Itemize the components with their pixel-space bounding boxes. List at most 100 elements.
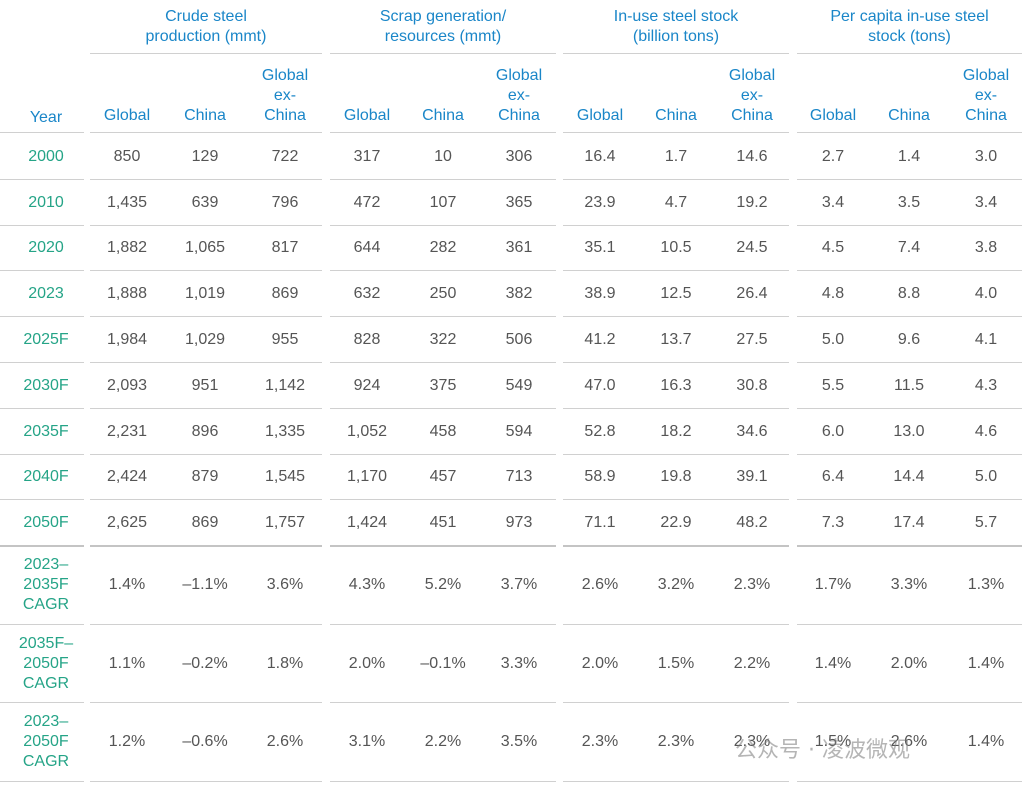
row-rule [797, 316, 1022, 317]
cell: 317 [353, 147, 381, 165]
cell: 1,029 [184, 331, 226, 349]
row-label: 2040F [23, 468, 69, 486]
cell: 796 [271, 193, 299, 211]
row-rule [0, 225, 84, 226]
row-rule [90, 545, 322, 547]
cell: 2.6% [581, 576, 619, 594]
row-label: 2023– 2050F CAGR [22, 713, 70, 771]
cell: 11.5 [894, 376, 924, 394]
cell: 107 [429, 193, 457, 211]
row-rule [0, 499, 84, 500]
cell: 16.3 [660, 376, 692, 394]
cell: 1.4% [814, 654, 852, 672]
cell: 955 [271, 331, 299, 349]
cell: –0.1% [420, 654, 466, 672]
group-header: In-use steel stock (billion tons) [613, 8, 739, 45]
cell: –0.6% [182, 733, 228, 751]
cell: 34.6 [736, 422, 768, 440]
cell: 3.2% [657, 576, 695, 594]
row-rule [797, 454, 1022, 455]
cell: 5.0 [974, 468, 998, 486]
column-header: China [422, 107, 464, 124]
cell: 1.8% [266, 654, 304, 672]
cell: 1,335 [264, 422, 306, 440]
row-rule [90, 454, 322, 455]
cell: 47.0 [584, 376, 616, 394]
cell: 4.0 [974, 285, 998, 303]
cell: 850 [113, 147, 141, 165]
watermark: 公众号 · 凌波微观 [735, 738, 910, 763]
row-label: 2020 [28, 239, 64, 257]
row-label: 2010 [28, 193, 64, 211]
cell: 14.6 [736, 147, 768, 165]
row-rule [563, 270, 789, 271]
row-rule [563, 702, 789, 703]
cell: 19.2 [736, 193, 768, 211]
cell: 549 [505, 376, 533, 394]
cell: 5.0 [821, 331, 845, 349]
cell: 879 [191, 468, 219, 486]
cell: 17.4 [893, 514, 925, 532]
cell: 52.8 [584, 422, 616, 440]
cell: 39.1 [736, 468, 768, 486]
column-header: Global [343, 107, 391, 124]
cell: 41.2 [584, 331, 616, 349]
row-rule [0, 545, 84, 547]
cell: 644 [353, 239, 381, 257]
cell: 1.2% [108, 733, 146, 751]
cell: –0.2% [182, 654, 228, 672]
cell: 951 [191, 376, 219, 394]
row-label: 2030F [23, 376, 69, 394]
cell: 10.5 [660, 239, 692, 257]
cell: 4.6 [974, 422, 998, 440]
cell: 1.4 [897, 147, 921, 165]
cell: 3.5 [897, 193, 921, 211]
row-rule [330, 408, 556, 409]
row-rule [563, 624, 789, 625]
row-rule [90, 179, 322, 180]
cell: 2.3% [657, 733, 695, 751]
cell: 35.1 [584, 239, 616, 257]
cell: 22.9 [660, 514, 692, 532]
cell: 632 [353, 285, 381, 303]
row-rule [90, 408, 322, 409]
cell: 26.4 [736, 285, 768, 303]
row-rule [563, 454, 789, 455]
cell: 4.3% [348, 576, 386, 594]
cell: 361 [505, 239, 533, 257]
header-rule [330, 132, 556, 133]
cell: 4.8 [821, 285, 845, 303]
cell: 2.6% [890, 733, 928, 751]
cell: 451 [429, 514, 457, 532]
row-label: 2025F [23, 331, 69, 349]
cell: 1,435 [106, 193, 148, 211]
cell: 2,231 [106, 422, 148, 440]
row-rule [330, 362, 556, 363]
row-rule [90, 499, 322, 500]
cell: 2,093 [106, 376, 148, 394]
group-rule [797, 53, 1022, 54]
row-rule [0, 408, 84, 409]
group-header: Per capita in-use steel stock (tons) [830, 8, 989, 45]
cell: 1.3% [967, 576, 1005, 594]
cell: 2.2% [424, 733, 462, 751]
cell: 2.6% [266, 733, 304, 751]
column-header: China [655, 107, 697, 124]
row-rule [797, 225, 1022, 226]
row-rule [330, 179, 556, 180]
row-rule [330, 624, 556, 625]
cell: 896 [191, 422, 219, 440]
column-header: Global ex- China [962, 67, 1010, 124]
column-header: Global [809, 107, 857, 124]
cell: 7.3 [821, 514, 845, 532]
row-rule [563, 499, 789, 500]
cell: 2,625 [106, 514, 148, 532]
row-label: 2023– 2035F CAGR [22, 556, 70, 614]
cell: 594 [505, 422, 533, 440]
row-rule [330, 702, 556, 703]
cell: –1.1% [182, 576, 228, 594]
row-rule [563, 179, 789, 180]
row-label: 2035F [23, 422, 69, 440]
cell: 1,065 [184, 239, 226, 257]
